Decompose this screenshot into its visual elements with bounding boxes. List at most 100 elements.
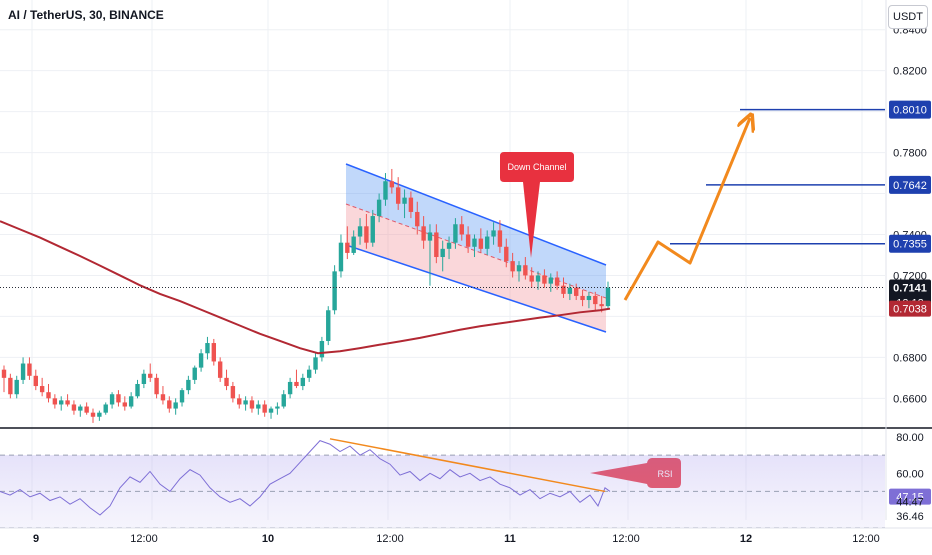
candle-body — [586, 295, 592, 301]
candle-body — [268, 408, 274, 413]
candle-body — [472, 238, 477, 247]
candle-body — [14, 379, 19, 395]
price-level-label: 0.8010 — [893, 105, 927, 117]
candle-body — [20, 363, 26, 380]
candle-body — [281, 394, 286, 407]
time-tick-label: 12:00 — [612, 533, 640, 545]
candle-body — [453, 224, 458, 243]
candle-body — [504, 246, 509, 262]
candle-body — [491, 230, 496, 237]
time-tick-label: 10 — [262, 533, 274, 545]
candle-body — [128, 396, 134, 407]
candle-body — [523, 265, 528, 276]
rsi-value-label: 47.15 — [896, 492, 924, 504]
candle-body — [135, 383, 140, 397]
candle-body — [27, 363, 32, 376]
rsi-divergence-line — [329, 438, 606, 493]
candle-body — [478, 238, 484, 249]
time-tick-label: 12 — [740, 533, 752, 545]
candle-body — [338, 242, 344, 272]
candle-body — [364, 226, 369, 243]
rsi-tick-label: 44.47 — [896, 496, 924, 508]
candle-body — [141, 373, 147, 384]
candle-body — [237, 398, 242, 405]
candle-body — [211, 343, 217, 362]
candle-body — [574, 287, 579, 296]
candle-body — [408, 197, 414, 212]
candle-body — [510, 261, 515, 272]
candle-body — [465, 234, 471, 247]
candle-body — [548, 277, 553, 284]
candle-body — [39, 386, 45, 393]
candle-body — [224, 377, 229, 387]
candle-body — [186, 379, 191, 391]
candle-body — [230, 386, 236, 399]
channel-upper-line — [345, 163, 607, 266]
price-tick-label: 0.7200 — [893, 270, 927, 282]
candle-body — [192, 367, 197, 380]
candle-body — [173, 402, 178, 409]
candle-body — [535, 275, 541, 282]
unit-label[interactable]: USDT — [888, 5, 928, 29]
candle-body — [332, 271, 337, 311]
candle-body — [256, 404, 261, 409]
candle-body — [90, 412, 96, 417]
candle-body — [567, 287, 573, 294]
candle-body — [446, 242, 452, 249]
ma-value-badge — [889, 300, 931, 317]
candle-body — [262, 404, 267, 413]
candle-body — [71, 404, 77, 411]
candle-body — [78, 406, 83, 411]
channel-lower-fill — [346, 204, 606, 332]
candle-body — [33, 375, 38, 387]
price-level-badge — [889, 234, 931, 253]
candle-body — [415, 211, 420, 227]
candle-body — [605, 287, 611, 307]
candle-body — [395, 187, 401, 204]
candle-body — [383, 181, 388, 200]
price-tick-label: 0.8200 — [893, 66, 927, 78]
candle-body — [179, 390, 185, 403]
candle-body — [167, 400, 172, 409]
candle-body — [319, 340, 325, 358]
candle-body — [160, 394, 166, 401]
ma-value-label: 0.7038 — [893, 304, 927, 316]
projection-path — [623, 118, 750, 301]
candle-body — [351, 236, 356, 253]
price-level-label: 0.7642 — [893, 180, 927, 192]
candle-body — [109, 394, 115, 405]
price-level-label: 0.7355 — [893, 239, 927, 251]
candle-body — [345, 242, 350, 253]
candle-body — [148, 373, 153, 378]
candle-body — [65, 400, 70, 405]
candle-body — [593, 295, 598, 305]
candle-body — [434, 232, 439, 258]
rsi-tick-label: 80.00 — [896, 432, 924, 444]
candle-body — [8, 377, 13, 395]
projection-line — [623, 118, 750, 301]
candle-body — [421, 226, 426, 241]
rsi-pane — [0, 427, 932, 529]
candle-body — [516, 265, 522, 272]
rsi-tick-label: 60.00 — [896, 468, 924, 480]
candle-body — [542, 275, 547, 284]
current-price-label: 0.7141 — [893, 283, 927, 295]
candle-body — [599, 304, 604, 307]
channel-callout-label: Down Channel — [507, 162, 566, 172]
time-tick-label: 11 — [504, 533, 516, 545]
candle-body — [122, 402, 127, 407]
channel-callout — [500, 152, 574, 258]
candle-body — [427, 232, 433, 241]
candle-body — [275, 406, 280, 409]
candle-body — [389, 181, 395, 188]
time-tick-label: 12:00 — [376, 533, 404, 545]
candle-body — [217, 361, 223, 378]
price-tick-label: 0.6600 — [893, 393, 927, 405]
candle-body — [326, 310, 331, 341]
candle-body — [97, 412, 102, 417]
candle-body — [485, 236, 490, 249]
candle-body — [198, 353, 204, 368]
